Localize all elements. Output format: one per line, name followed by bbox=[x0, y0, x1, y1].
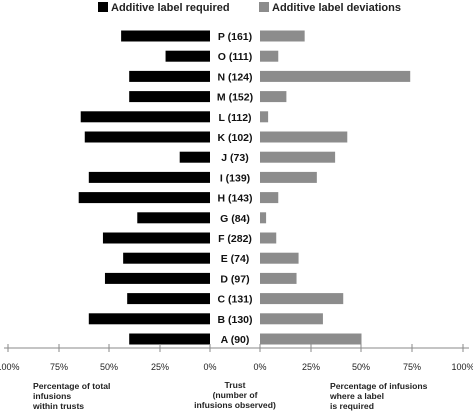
bar-deviation bbox=[260, 91, 287, 103]
bar-required bbox=[129, 91, 210, 103]
bar-deviation bbox=[260, 30, 305, 42]
right-axis-title: is required bbox=[330, 401, 374, 411]
right-axis-title: where a label bbox=[329, 391, 384, 401]
tick-label: 0% bbox=[253, 362, 266, 372]
bar-deviation bbox=[260, 313, 323, 325]
bar-deviation bbox=[260, 212, 267, 224]
bar-deviation bbox=[260, 232, 277, 244]
trust-label: L (112) bbox=[218, 112, 251, 124]
legend: Additive label required Additive label d… bbox=[98, 2, 401, 14]
trust-label: O (111) bbox=[218, 51, 252, 63]
bar-required bbox=[123, 252, 210, 264]
bar-required bbox=[102, 232, 210, 244]
legend-label-deviations: Additive label deviations bbox=[272, 2, 401, 14]
tick-label: 50% bbox=[100, 362, 118, 372]
left-axis-title: Percentage of total bbox=[33, 381, 110, 391]
bar-deviation bbox=[260, 50, 279, 62]
bar-deviation bbox=[260, 171, 317, 183]
tick-label: 0% bbox=[203, 362, 216, 372]
tick-label: 75% bbox=[403, 362, 421, 372]
x-axis: 100% 75% 50% 25% 0% 0% 25% 50% 75% 100% bbox=[0, 344, 473, 372]
bar-required bbox=[129, 333, 210, 345]
trust-labels: P (161) O (111) N (124) M (152) L (112) K (10… bbox=[217, 31, 253, 346]
required-bars bbox=[78, 30, 210, 345]
trust-label: G (84) bbox=[220, 213, 250, 225]
bar-required bbox=[179, 151, 210, 163]
legend-label-required: Additive label required bbox=[111, 2, 230, 14]
trust-label: I (139) bbox=[220, 172, 250, 184]
bar-deviation bbox=[260, 151, 336, 163]
bar-required bbox=[88, 171, 210, 183]
bar-required bbox=[121, 30, 210, 42]
tick-label: 75% bbox=[50, 362, 68, 372]
bar-required bbox=[88, 313, 210, 325]
right-axis-title: Percentage of infusions bbox=[330, 381, 428, 391]
trust-label: M (152) bbox=[217, 92, 253, 104]
tick-label: 100% bbox=[0, 362, 20, 372]
bar-required bbox=[78, 192, 210, 204]
tick-label: 25% bbox=[302, 362, 320, 372]
trust-label: F (282) bbox=[218, 233, 252, 245]
bar-required bbox=[104, 272, 210, 284]
center-axis-title: (number of bbox=[213, 390, 258, 400]
bar-deviation bbox=[260, 192, 279, 204]
trust-label: B (130) bbox=[217, 314, 252, 326]
trust-label: A (90) bbox=[221, 334, 250, 346]
bar-required bbox=[137, 212, 210, 224]
bar-required bbox=[165, 50, 210, 62]
tick-label: 100% bbox=[451, 362, 473, 372]
bar-required bbox=[129, 70, 210, 82]
bar-deviation bbox=[260, 252, 299, 264]
bar-required bbox=[127, 293, 210, 305]
deviation-bars bbox=[260, 30, 411, 345]
trust-label: C (131) bbox=[217, 294, 252, 306]
center-axis-title: infusions observed) bbox=[194, 400, 276, 410]
trust-label: E (74) bbox=[221, 253, 250, 265]
tick-label: 50% bbox=[352, 362, 370, 372]
bar-deviation bbox=[260, 333, 362, 345]
legend-swatch-deviations bbox=[259, 2, 269, 12]
bar-deviation bbox=[260, 272, 297, 284]
bar-required bbox=[84, 131, 210, 143]
bar-deviation bbox=[260, 293, 344, 305]
bar-deviation bbox=[260, 70, 411, 82]
left-axis-title: within trusts bbox=[32, 401, 84, 411]
trust-label: H (143) bbox=[217, 193, 252, 205]
legend-swatch-required bbox=[98, 2, 108, 12]
bar-required bbox=[80, 111, 210, 123]
tick-label: 25% bbox=[151, 362, 169, 372]
trust-label: P (161) bbox=[218, 31, 252, 43]
left-axis-title: infusions bbox=[33, 391, 71, 401]
bar-deviation bbox=[260, 111, 269, 123]
trust-label: N (124) bbox=[217, 71, 252, 83]
trust-label: D (97) bbox=[220, 273, 249, 285]
center-axis-title: Trust bbox=[224, 380, 245, 390]
trust-label: K (102) bbox=[217, 132, 252, 144]
trust-label: J (73) bbox=[221, 152, 248, 164]
bar-deviation bbox=[260, 131, 348, 143]
